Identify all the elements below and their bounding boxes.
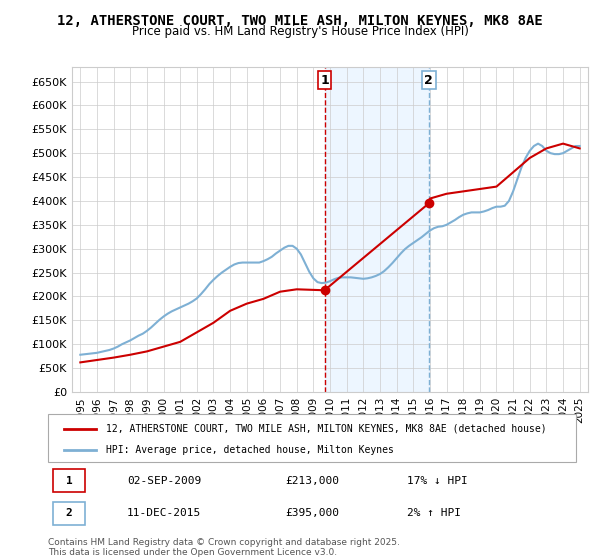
Text: £213,000: £213,000: [286, 476, 340, 486]
FancyBboxPatch shape: [53, 502, 85, 525]
Text: Contains HM Land Registry data © Crown copyright and database right 2025.
This d: Contains HM Land Registry data © Crown c…: [48, 538, 400, 557]
Text: 1: 1: [66, 476, 73, 486]
Text: 2% ↑ HPI: 2% ↑ HPI: [407, 508, 461, 518]
Text: Price paid vs. HM Land Registry's House Price Index (HPI): Price paid vs. HM Land Registry's House …: [131, 25, 469, 38]
Text: 1: 1: [320, 74, 329, 87]
Text: HPI: Average price, detached house, Milton Keynes: HPI: Average price, detached house, Milt…: [106, 445, 394, 455]
Text: 12, ATHERSTONE COURT, TWO MILE ASH, MILTON KEYNES, MK8 8AE (detached house): 12, ATHERSTONE COURT, TWO MILE ASH, MILT…: [106, 424, 547, 433]
Text: 2: 2: [424, 74, 433, 87]
Text: 17% ↓ HPI: 17% ↓ HPI: [407, 476, 468, 486]
Text: 2: 2: [66, 508, 73, 518]
FancyBboxPatch shape: [48, 414, 576, 462]
Text: 02-SEP-2009: 02-SEP-2009: [127, 476, 202, 486]
Bar: [325, 67, 429, 392]
Text: 12, ATHERSTONE COURT, TWO MILE ASH, MILTON KEYNES, MK8 8AE: 12, ATHERSTONE COURT, TWO MILE ASH, MILT…: [57, 14, 543, 28]
FancyBboxPatch shape: [53, 469, 85, 492]
Text: 11-DEC-2015: 11-DEC-2015: [127, 508, 202, 518]
Text: £395,000: £395,000: [286, 508, 340, 518]
